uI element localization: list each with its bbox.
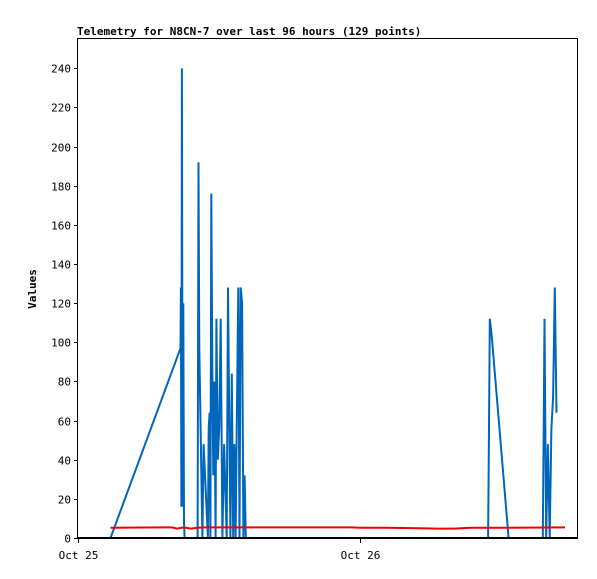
series-layer xyxy=(78,68,577,539)
y-tick-label: 180 xyxy=(51,181,71,194)
x-tick-label: Oct 26 xyxy=(341,549,381,562)
y-tick-label: 40 xyxy=(58,455,71,468)
x-tick-label: Oct 25 xyxy=(59,549,99,562)
series-line-1 xyxy=(110,526,566,530)
y-tick-label: 160 xyxy=(51,220,71,233)
y-tick-label: 220 xyxy=(51,102,71,115)
y-tick-label: 80 xyxy=(58,376,71,389)
y-axis-label: Values xyxy=(26,269,39,309)
plot-area xyxy=(77,38,578,539)
y-tick-label: 120 xyxy=(51,298,71,311)
y-tick-label: 20 xyxy=(58,494,71,507)
y-tick-label: 140 xyxy=(51,259,71,272)
x-axis: Oct 25 Oct 26 xyxy=(59,538,381,562)
y-tick-label: 60 xyxy=(58,416,71,429)
y-tick-label: 0 xyxy=(64,533,71,546)
y-tick-label: 200 xyxy=(51,142,71,155)
y-tick-label: 240 xyxy=(51,63,71,76)
y-axis: 0 20 40 60 80 100 120 140 160 180 200 220 240 xyxy=(51,63,78,546)
chart-title: Telemetry for N8CN-7 over last 96 hours … xyxy=(77,25,421,38)
y-tick-label: 100 xyxy=(51,337,71,350)
